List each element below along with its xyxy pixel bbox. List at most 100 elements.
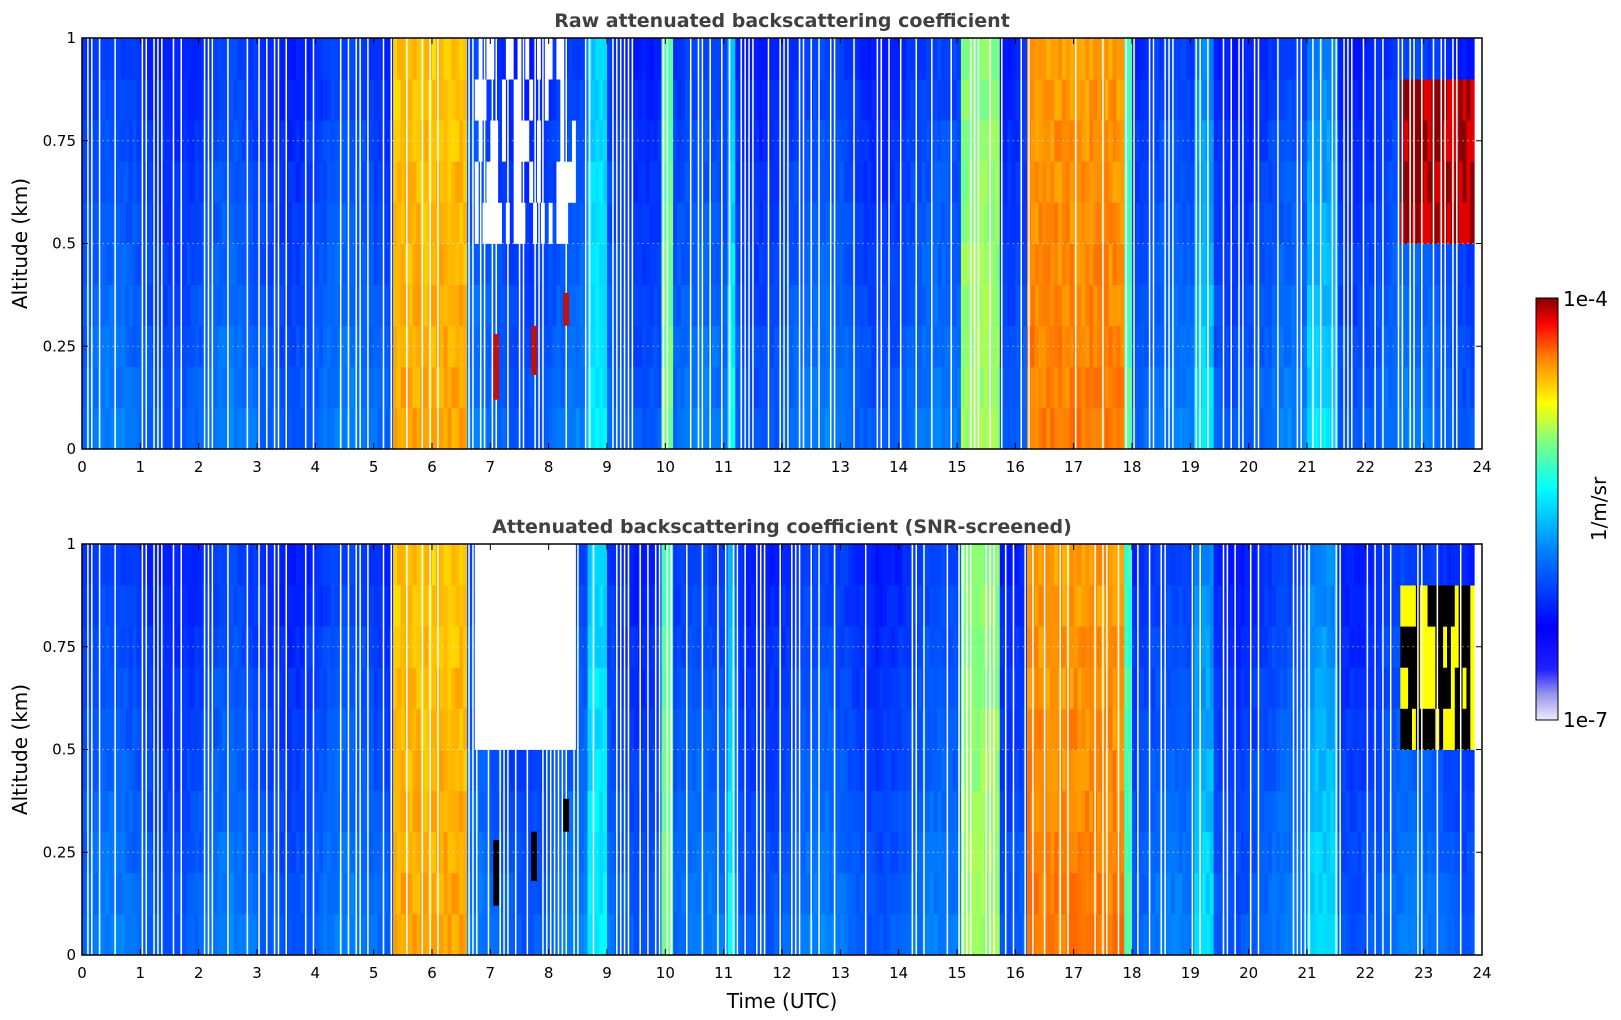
- heatmap-cell: [299, 79, 305, 121]
- heatmap-cell: [902, 161, 907, 203]
- heatmap-cell: [902, 366, 907, 409]
- heatmap-cell: [1260, 202, 1265, 244]
- heatmap-cell: [657, 243, 662, 285]
- heatmap-cell: [128, 325, 133, 368]
- heatmap-cell: [1034, 79, 1040, 121]
- heatmap-cell: [1447, 366, 1452, 409]
- x-tick-label: 13: [831, 458, 850, 476]
- heatmap-cell: [237, 284, 242, 327]
- heatmap-cell: [237, 585, 242, 627]
- heatmap-cell: [1038, 325, 1043, 368]
- heatmap-cell: [1069, 202, 1075, 244]
- data-column: [373, 38, 378, 449]
- heatmap-cell: [704, 38, 709, 80]
- heatmap-cell: [1415, 202, 1421, 244]
- heatmap-cell: [295, 161, 301, 203]
- heatmap-cell: [377, 407, 382, 449]
- heatmap-cell: [548, 120, 553, 162]
- data-gap-stripe: [950, 38, 953, 449]
- heatmap-cell: [136, 243, 141, 285]
- heatmap-cell: [323, 790, 328, 833]
- heatmap-cell: [692, 325, 697, 368]
- data-column: [984, 38, 989, 449]
- heatmap-cell: [844, 79, 849, 121]
- heatmap-cell: [218, 202, 223, 244]
- heatmap-cell: [844, 284, 849, 327]
- heatmap-cell: [1062, 79, 1067, 121]
- heatmap-cell: [1291, 79, 1296, 121]
- data-column: [97, 544, 102, 955]
- heatmap-cell: [307, 161, 312, 203]
- heatmap-cell: [715, 407, 721, 449]
- heatmap-cell: [117, 667, 122, 709]
- data-column: [307, 38, 312, 449]
- heatmap-cell: [334, 325, 340, 368]
- heatmap-cell: [1264, 120, 1269, 162]
- heatmap-cell: [548, 202, 553, 244]
- heatmap-cell: [1104, 202, 1110, 244]
- heatmap-cell: [241, 407, 246, 449]
- heatmap-cell: [1268, 366, 1273, 409]
- data-column: [1458, 38, 1463, 449]
- heatmap-cell: [883, 120, 888, 162]
- heatmap-cell: [295, 243, 301, 285]
- heatmap-cell: [222, 544, 227, 586]
- heatmap-cell: [1034, 161, 1040, 203]
- heatmap-cell: [249, 79, 254, 121]
- heatmap-cell: [805, 366, 810, 409]
- heatmap-cell: [548, 38, 553, 80]
- heatmap-cell: [280, 708, 285, 750]
- heatmap-cell: [1093, 243, 1098, 285]
- heatmap-cell: [82, 872, 87, 915]
- heatmap-cell: [1054, 325, 1059, 368]
- heatmap-cell: [334, 585, 340, 627]
- heatmap-cell: [1458, 202, 1463, 244]
- heatmap-cell: [175, 708, 180, 750]
- data-gap-stripe: [1253, 38, 1256, 449]
- heatmap-cell: [443, 38, 448, 80]
- heatmap-cell: [229, 79, 235, 121]
- heatmap-cell: [194, 708, 200, 750]
- heatmap-cell: [992, 284, 997, 327]
- heatmap-cell: [132, 366, 137, 409]
- heatmap-cell: [937, 79, 942, 121]
- x-tick-label: 8: [544, 458, 554, 476]
- heatmap-cell: [1307, 38, 1312, 80]
- heatmap-cell: [1392, 79, 1397, 121]
- heatmap-cell: [229, 366, 235, 409]
- heatmap-cell: [657, 366, 662, 409]
- data-column: [299, 38, 305, 449]
- data-column: [583, 38, 588, 449]
- heatmap-cell: [128, 79, 133, 121]
- heatmap-cell: [175, 913, 180, 955]
- heatmap-cell: [175, 38, 180, 80]
- heatmap-cell: [292, 366, 297, 409]
- heatmap-cell: [1089, 243, 1094, 285]
- heatmap-cell: [369, 120, 375, 162]
- data-gap-stripe: [969, 38, 972, 449]
- heatmap-cell: [362, 79, 367, 121]
- heatmap-cell: [871, 366, 876, 409]
- heatmap-cell: [1174, 366, 1180, 409]
- heatmap-cell: [556, 202, 561, 244]
- heatmap-cell: [758, 407, 763, 449]
- heatmap-cell: [412, 38, 417, 80]
- heatmap-cell: [848, 284, 853, 327]
- heatmap-cell: [677, 161, 682, 203]
- heatmap-cell: [253, 284, 258, 327]
- heatmap-cell: [109, 872, 114, 915]
- heatmap-cell: [299, 38, 305, 80]
- heatmap-cell: [327, 284, 332, 327]
- heatmap-cell: [455, 38, 460, 80]
- heatmap-cell: [253, 407, 258, 449]
- heatmap-cell: [1303, 284, 1308, 327]
- heatmap-cell: [474, 161, 480, 203]
- heatmap-cell: [342, 708, 347, 750]
- heatmap-cell: [1089, 79, 1094, 121]
- heatmap-cell: [793, 38, 798, 80]
- heatmap-cell: [350, 38, 355, 80]
- heatmap-cell: [1365, 407, 1370, 449]
- heatmap-cell: [229, 284, 235, 327]
- heatmap-cell: [362, 38, 367, 80]
- data-gap-stripe: [1343, 38, 1345, 449]
